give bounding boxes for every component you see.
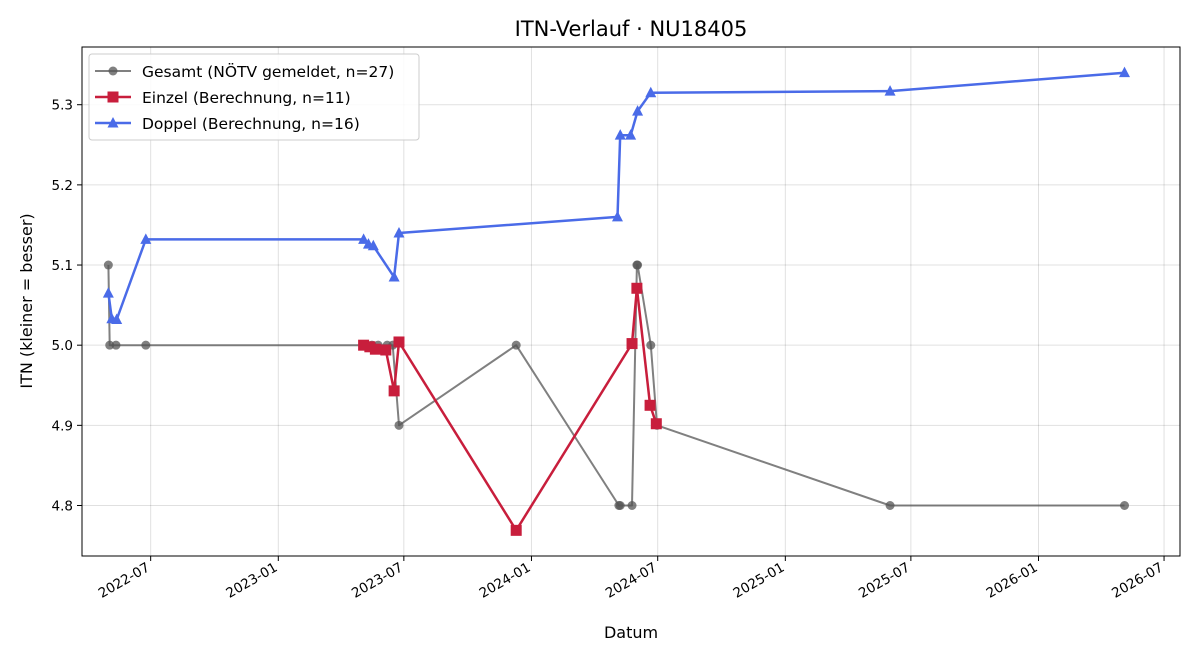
series-3-point (393, 226, 405, 238)
x-tick-label: 2025-07 (856, 560, 913, 602)
series-3-point (358, 233, 370, 244)
x-tick-label: 2023-01 (223, 560, 280, 602)
series-3-line (107, 71, 1125, 321)
x-tick-label: 2024-07 (603, 560, 660, 602)
series-1-line (107, 264, 1125, 507)
series-2-point (364, 341, 376, 353)
series-3-point (884, 85, 896, 96)
series-1-group (103, 260, 1130, 511)
y-tick-label: 5.2 (52, 178, 73, 194)
series-1-point (627, 501, 637, 511)
series-group (102, 66, 1131, 536)
series-2-point (631, 282, 643, 294)
y-tick-label: 4.8 (52, 499, 73, 515)
series-3-group (102, 66, 1131, 325)
series-3-point (625, 129, 637, 140)
series-2-point (369, 343, 381, 355)
series-1-point (511, 340, 521, 350)
series-2-group (358, 282, 662, 536)
series-1-point (103, 260, 113, 270)
y-tick-label: 5.1 (52, 258, 73, 274)
legend: Gesamt (NÖTV gemeldet, n=27) Einzel (Bere… (88, 53, 420, 141)
series-2-point (510, 524, 522, 536)
series-2-point (393, 336, 405, 348)
series-1-point (105, 340, 115, 350)
series-3-point (1119, 66, 1131, 78)
x-axis-label: Datum (604, 623, 658, 642)
legend-swatch-marker (108, 66, 118, 76)
x-tick-label: 2026-07 (1109, 560, 1166, 602)
series-1-point (646, 340, 656, 350)
chart-title: ITN-Verlauf · NU18405 (515, 17, 748, 41)
x-tick-label: 2023-07 (349, 560, 406, 602)
series-3-point (111, 313, 123, 325)
series-1-point (111, 340, 121, 350)
series-1-point (615, 501, 625, 511)
series-3-point (140, 233, 152, 244)
series-3-point (632, 105, 644, 116)
legend-swatch-marker (107, 117, 119, 128)
legend-entry: Gesamt (NÖTV gemeldet, n=27) (95, 62, 394, 81)
x-tick-label: 2024-01 (477, 560, 534, 602)
series-2-point (650, 418, 662, 430)
legend-entry: Einzel (Berechnung, n=11) (95, 89, 351, 107)
legend-entry: Doppel (Berechnung, n=16) (95, 115, 360, 133)
series-1-point (885, 501, 895, 511)
legend-box (88, 53, 420, 141)
series-2-point (358, 339, 370, 351)
y-tick-label: 5.3 (52, 98, 73, 114)
x-tick-label: 2025-01 (730, 560, 787, 602)
series-2-point (388, 385, 400, 397)
series-1-point (141, 340, 151, 350)
series-1-point (633, 260, 643, 270)
legend-label: Doppel (Berechnung, n=16) (142, 115, 360, 133)
axes: 2022-07 2023-01 2023-07 2024-01 2024-07 2025-… (52, 98, 1167, 602)
y-tick-label: 4.9 (52, 418, 73, 434)
legend-label: Einzel (Berechnung, n=11) (142, 89, 351, 107)
x-tick-label: 2026-01 (984, 560, 1041, 602)
series-2-point (644, 399, 656, 411)
x-tick-label: 2022-07 (96, 560, 153, 602)
series-3-point (614, 129, 626, 140)
y-tick-label: 5.0 (52, 338, 73, 354)
series-2-point (626, 338, 638, 350)
series-3-point (102, 287, 114, 298)
series-1-point (394, 420, 404, 430)
series-3-point (367, 239, 379, 251)
series-3-point (645, 86, 657, 98)
series-3-point (611, 210, 623, 222)
legend-swatch-marker (107, 91, 119, 103)
series-3-point (388, 271, 400, 282)
y-axis-label: ITN (kleiner = besser) (17, 213, 36, 388)
plot-frame (81, 46, 1181, 557)
legend-label: Gesamt (NÖTV gemeldet, n=27) (142, 62, 394, 81)
series-1-point (1120, 501, 1130, 511)
series-2-point (380, 344, 392, 356)
